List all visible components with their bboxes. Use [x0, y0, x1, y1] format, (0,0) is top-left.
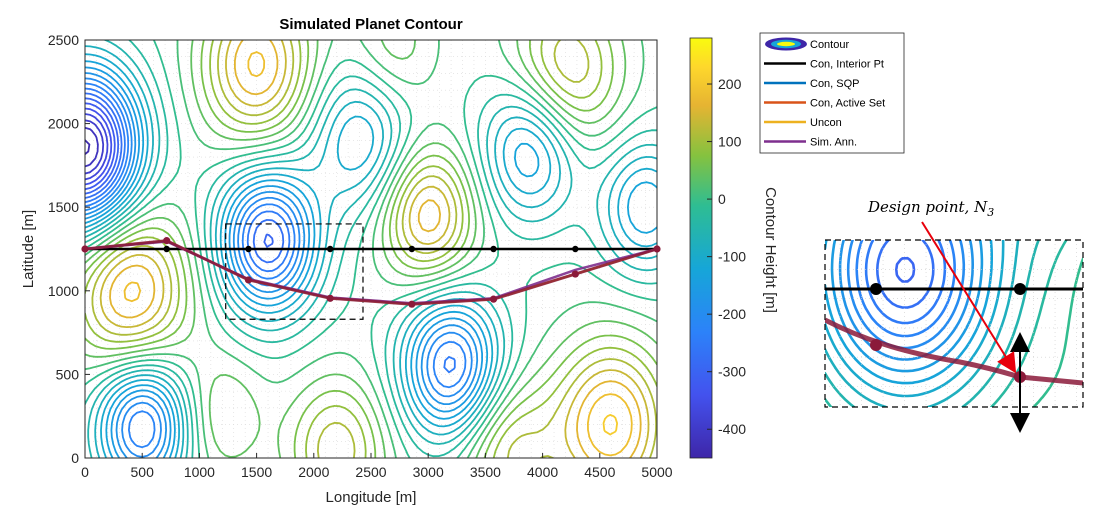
x-axis-ticks: 0 500 1000 1500 2000 2500 3000 3500 4000 4500 5000: [81, 453, 673, 480]
legend: Contour Con, Interior Pt Con, SQP Con, Acti…: [759, 32, 905, 154]
contour-level: [109, 40, 642, 458]
path-marker: [244, 276, 253, 284]
path-marker: [489, 295, 498, 303]
inset-zoom: Design point, N3: [824, 198, 1084, 433]
contour-level: [85, 40, 657, 458]
contour-level: [85, 45, 657, 458]
y-axis-ticks: 0 500 1000 1500 2000 2500: [48, 32, 90, 466]
x-tick-label: 1000: [184, 464, 215, 480]
contour-level: [85, 82, 467, 449]
highlight-box: [225, 223, 364, 320]
path-marker: [163, 237, 171, 245]
contour-level: [85, 102, 116, 191]
y-axis-label: Latitude [m]: [20, 210, 37, 288]
contour-level: [85, 119, 105, 175]
annotation-label: Design point, N3: [867, 198, 994, 219]
x-tick-label: 1500: [241, 464, 272, 480]
interior-pt-marker: [326, 245, 334, 253]
interior-pt-marker: [572, 245, 579, 253]
colorbar-label: Contour Height [m]: [762, 187, 779, 313]
y-tick-label: 2500: [48, 32, 79, 48]
legend-label: Con, SQP: [810, 78, 860, 90]
colorbar-tick-label: 100: [718, 134, 742, 150]
contour-level: [123, 51, 633, 457]
contour-level: [91, 40, 657, 458]
path-marker: [81, 245, 89, 253]
annotation-arrow: [921, 221, 1017, 374]
contour-level: [895, 256, 916, 283]
interior-pt-marker: [163, 245, 170, 253]
legend-label: Con, Active Set: [810, 98, 885, 110]
contour-level: [825, 240, 1005, 398]
legend-label: Contour: [810, 39, 849, 51]
colorbar-ticks: -400 -300 -200 -100 0 100 200: [707, 76, 746, 437]
legend-label: Sim. Ann.: [810, 137, 857, 149]
contour-level: [85, 126, 99, 168]
contour-level: [85, 66, 483, 458]
x-tick-label: 2000: [298, 464, 329, 480]
contour-level: [85, 40, 657, 458]
colorbar-tick-label: -300: [718, 364, 746, 380]
contour-level: [85, 97, 274, 248]
colorbar-tick-label: -200: [718, 306, 746, 322]
colorbar-tick-label: -100: [718, 249, 746, 265]
contour-level: [1032, 257, 1083, 407]
optimal-path-line: [84, 239, 658, 306]
inset-interior-pt-marker: [1014, 283, 1026, 295]
x-tick-label: 500: [131, 464, 155, 480]
path-marker: [408, 300, 416, 308]
y-tick-label: 1500: [48, 199, 79, 215]
contour-level: [85, 87, 456, 374]
inset-path-marker: [870, 339, 882, 351]
contour-level: [85, 107, 113, 186]
contour-level: [602, 414, 618, 436]
interior-pt-marker: [245, 245, 252, 253]
path-marker: [326, 294, 334, 302]
contour-level: [99, 40, 650, 458]
x-tick-label: 2500: [355, 464, 386, 480]
legend-contour-swatch: [777, 41, 795, 47]
legend-label: Uncon: [810, 117, 842, 129]
x-tick-label: 5000: [641, 464, 672, 480]
path-series: [81, 237, 661, 308]
x-tick-label: 4000: [527, 464, 558, 480]
interior-pt-marker: [490, 245, 497, 253]
contour-lines: [85, 40, 657, 458]
y-tick-label: 500: [56, 366, 80, 382]
contour-level: [85, 40, 657, 458]
colorbar: [689, 37, 713, 459]
interior-pt-marker: [408, 245, 416, 253]
contour-level: [85, 60, 657, 458]
x-tick-label: 3500: [470, 464, 501, 480]
x-tick-label: 0: [81, 464, 89, 480]
inset-optimal-path: [825, 317, 1083, 386]
contour-level: [85, 139, 91, 156]
y-tick-label: 2000: [48, 116, 79, 132]
contour-level: [855, 240, 956, 338]
x-tick-label: 3000: [413, 464, 444, 480]
x-tick-label: 4500: [584, 464, 615, 480]
inset-frame: [824, 239, 1084, 408]
contour-level: [864, 240, 947, 325]
y-tick-label: 0: [71, 450, 79, 466]
x-axis-label: Longitude [m]: [326, 489, 417, 506]
contour-level: [85, 92, 285, 264]
inset-interior-pt-marker: [870, 283, 882, 295]
path-marker: [653, 245, 661, 253]
contour-level: [85, 40, 657, 458]
colorbar-tick-label: 200: [718, 76, 742, 92]
colorbar-tick-label: -400: [718, 421, 746, 437]
contour-level: [85, 72, 479, 458]
path-marker: [571, 270, 579, 278]
y-tick-label: 1000: [48, 283, 79, 299]
legend-label: Con, Interior Pt: [810, 59, 884, 71]
chart-title: Simulated Planet Contour: [279, 16, 463, 33]
colorbar-tick-label: 0: [718, 191, 726, 207]
